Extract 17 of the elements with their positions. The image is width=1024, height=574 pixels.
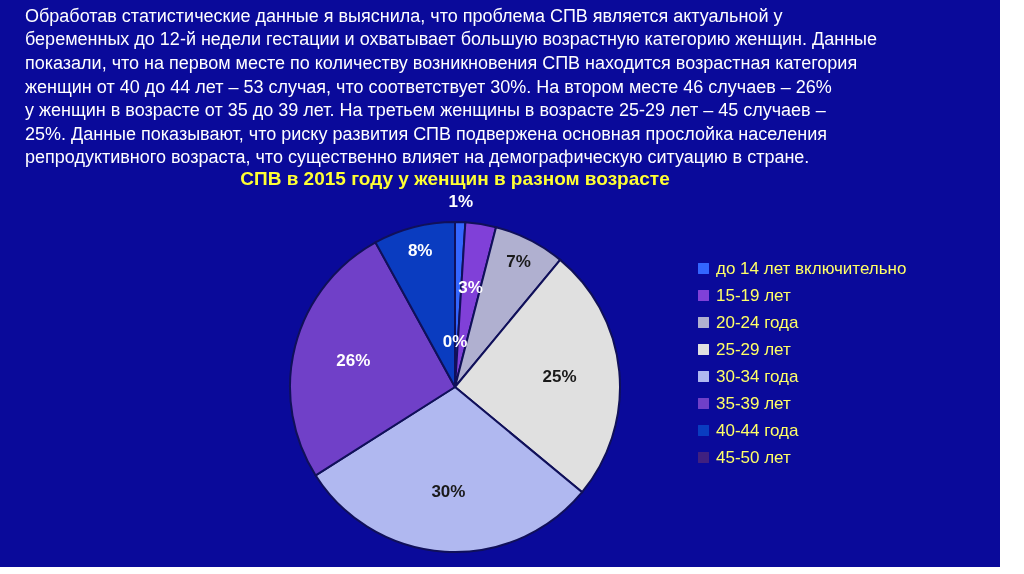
legend-label: до 14 лет включительно: [716, 258, 907, 278]
legend-label: 20-24 года: [716, 312, 800, 332]
data-label: 8%: [407, 241, 433, 261]
text: Обработав статистические данные я выяснила, что проблема СПВ является актуальной у беременных до 12-й недели гестации и охватывает большую возрастную категорию женщин. Данные показали, что на первом месте по количеству возникновения СПВ находится возрастная категория женщин от 40 до 44 лет – 53 случая, что соответствует 30%. На втором месте 46 случаев – 26% у женщин в возрасте от 35 до 39 лет. На третьем женщины в возрасте 25-29 лет – 45 случаев – 25%. Данные показывают, что риску развития СПВ подвержена основная прослойка населения репродуктивного возраста, что существенно влияет на демографическую ситуацию в стране.: [25, 5, 878, 168]
text: 0%: [442, 332, 468, 351]
data-label: 30%: [431, 481, 466, 501]
legend-label: 30-34 года: [716, 366, 800, 386]
chart-title: СПВ в 2015 году у женщин в разном возрасте: [240, 168, 670, 190]
data-label: 25%: [542, 367, 577, 387]
legend-label: 15-19 лет: [716, 285, 792, 305]
legend-label: 35-39 лет: [716, 393, 792, 413]
legend-label: 40-44 года: [716, 420, 800, 440]
legend-label: 25-29 лет: [716, 339, 792, 359]
data-label: 7%: [506, 252, 531, 272]
data-label: 1%: [448, 192, 474, 212]
data-label: 26%: [336, 350, 371, 370]
legend-label: 45-50 лет: [716, 447, 792, 467]
